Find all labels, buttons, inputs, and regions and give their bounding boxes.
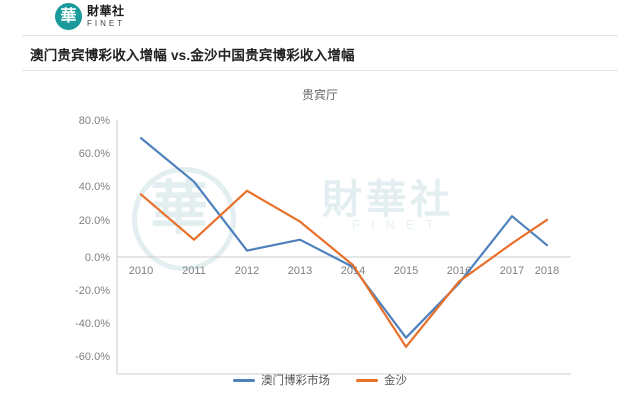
title-divider	[22, 70, 618, 71]
brand-logo: 華 財華社 FINET	[55, 3, 125, 30]
logo-name-cn: 財華社	[87, 4, 125, 18]
logo-name-en: FINET	[87, 19, 126, 28]
line-chart-svg: 80.0% 60.0% 40.0% 20.0% 0.0% -20.0% -40.…	[75, 115, 571, 375]
legend-item-sands[interactable]: 金沙	[356, 372, 407, 388]
y-tick-label: 0.0%	[85, 252, 110, 264]
y-tick-label: 80.0%	[79, 115, 110, 127]
x-tick-label: 2012	[235, 265, 259, 277]
page-header: 華 財華社 FINET	[0, 0, 640, 36]
y-tick-label: 40.0%	[79, 181, 110, 193]
y-tick-label: -40.0%	[75, 318, 110, 330]
x-tick-label: 2013	[288, 265, 312, 277]
x-tick-label: 2015	[394, 265, 418, 277]
x-tick-label: 2018	[535, 265, 559, 277]
legend-label-sands: 金沙	[384, 375, 407, 387]
y-tick-label: 60.0%	[79, 148, 110, 160]
legend-label-macau: 澳门博彩市场	[261, 375, 330, 387]
y-tick-label: -60.0%	[75, 351, 110, 363]
logo-mark-icon: 華	[55, 3, 82, 30]
x-tick-label: 2011	[182, 265, 206, 277]
page-title: 澳门贵宾博彩收入增幅 vs.金沙中国贵宾博彩收入增幅	[30, 48, 355, 63]
series-line-macau	[139, 136, 549, 339]
x-tick-label: 2010	[129, 265, 153, 277]
series-line-sands	[139, 189, 549, 348]
header-divider	[22, 35, 618, 36]
legend-swatch-sands	[356, 378, 378, 382]
chart-subtitle: 贵宾厅	[301, 88, 338, 102]
chart-container: 贵宾厅 華 財華社 FINET 80.0% 60.0% 40.0% 20.0% …	[22, 72, 618, 402]
chart-legend: 澳门博彩市场 金沙	[22, 372, 618, 388]
x-tick-label: 2017	[500, 265, 524, 277]
y-tick-label: 20.0%	[79, 215, 110, 227]
x-axis-labels: 2010 2011 2012 2013 2014 2015 2016 2017 …	[129, 265, 559, 277]
legend-swatch-macau	[233, 378, 255, 382]
y-tick-label: -20.0%	[75, 285, 110, 297]
y-axis-labels: 80.0% 60.0% 40.0% 20.0% 0.0% -20.0% -40.…	[75, 115, 110, 363]
legend-item-macau[interactable]: 澳门博彩市场	[233, 372, 330, 388]
logo-text: 財華社 FINET	[87, 5, 125, 28]
